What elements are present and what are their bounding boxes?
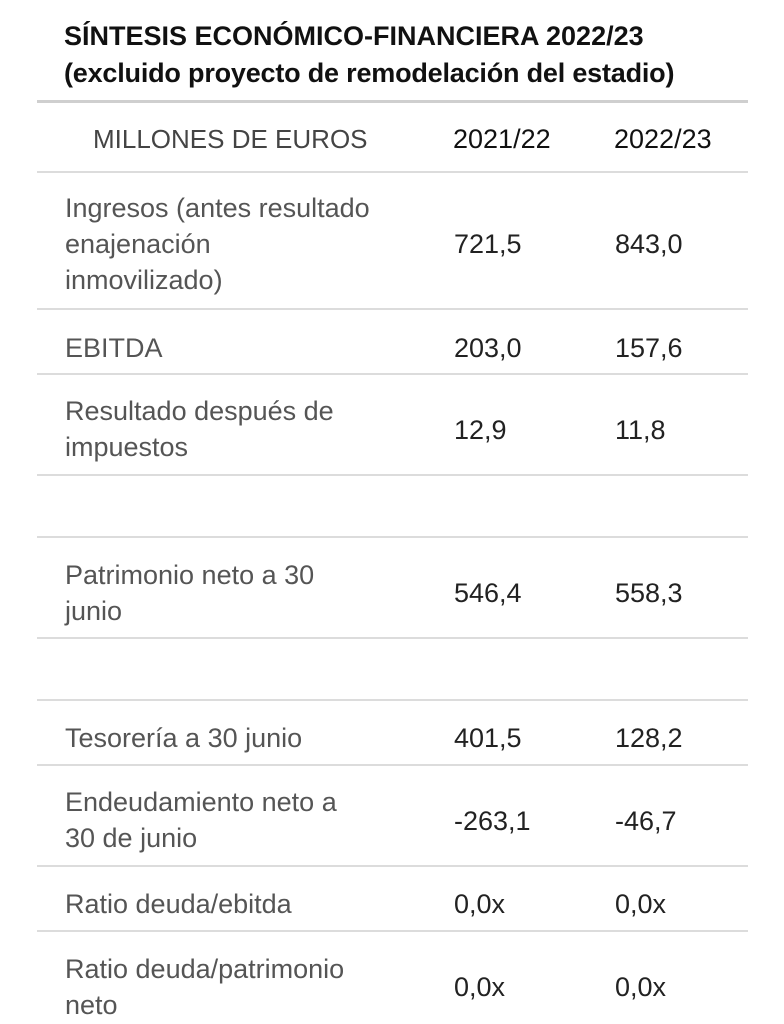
- page-subtitle: (excluido proyecto de remodelación del e…: [64, 58, 675, 88]
- table-row-ratio-patrimonio: Ratio deuda/patrimonio neto 0,0x 0,0x: [37, 932, 748, 1024]
- row-label: Ratio deuda/ebitda: [65, 889, 292, 919]
- header-col-2021-22: 2021/22: [453, 124, 551, 154]
- row-label: Ratio deuda/patrimonio neto: [65, 954, 345, 1020]
- value-2021-22: 0,0x: [454, 889, 506, 919]
- value-2022-23: 843,0: [615, 229, 683, 259]
- value-2021-22: 546,4: [454, 578, 522, 608]
- row-label: Tesorería a 30 junio: [65, 723, 303, 753]
- row-label: EBITDA: [65, 333, 163, 363]
- value-2022-23: 0,0x: [615, 889, 667, 919]
- header-col-2022-23: 2022/23: [614, 124, 712, 154]
- value-2021-22: -263,1: [454, 806, 531, 836]
- value-2022-23: 11,8: [615, 415, 666, 445]
- financial-summary-table: MILLONES DE EUROS 2021/22 2022/23 Ingres…: [37, 100, 748, 1024]
- value-2022-23: 128,2: [615, 723, 683, 753]
- row-label: Patrimonio neto a 30 junio: [65, 560, 315, 626]
- value-2022-23: 157,6: [615, 333, 683, 363]
- title-block: SÍNTESIS ECONÓMICO-FINANCIERA 2022/23 (e…: [64, 18, 764, 92]
- value-2021-22: 0,0x: [454, 972, 506, 1002]
- page-title: SÍNTESIS ECONÓMICO-FINANCIERA 2022/23: [64, 21, 644, 51]
- table-row-ingresos: Ingresos (antes resultado enajenación in…: [37, 173, 748, 310]
- table-row-endeudamiento: Endeudamiento neto a 30 de junio -263,1 …: [37, 766, 748, 867]
- value-2022-23: -46,7: [615, 806, 677, 836]
- table-row-resultado: Resultado después de impuestos 12,9 11,8: [37, 375, 748, 476]
- table-header-row: MILLONES DE EUROS 2021/22 2022/23: [37, 103, 748, 173]
- value-2021-22: 203,0: [454, 333, 522, 363]
- value-2022-23: 558,3: [615, 578, 683, 608]
- table-row-ebitda: EBITDA 203,0 157,6: [37, 310, 748, 375]
- table-row-patrimonio: Patrimonio neto a 30 junio 546,4 558,3: [37, 538, 748, 639]
- table-row-ratio-ebitda: Ratio deuda/ebitda 0,0x 0,0x: [37, 867, 748, 932]
- value-2021-22: 721,5: [454, 229, 522, 259]
- value-2022-23: 0,0x: [615, 972, 667, 1002]
- header-label: MILLONES DE EUROS: [93, 124, 368, 154]
- value-2021-22: 401,5: [454, 723, 522, 753]
- table-row-spacer: [37, 476, 748, 538]
- table-row-spacer: [37, 639, 748, 701]
- row-label: Resultado después de impuestos: [65, 396, 334, 462]
- value-2021-22: 12,9: [454, 415, 507, 445]
- row-label: Ingresos (antes resultado enajenación in…: [65, 193, 370, 295]
- row-label: Endeudamiento neto a 30 de junio: [65, 787, 337, 853]
- table-row-tesoreria: Tesorería a 30 junio 401,5 128,2: [37, 701, 748, 766]
